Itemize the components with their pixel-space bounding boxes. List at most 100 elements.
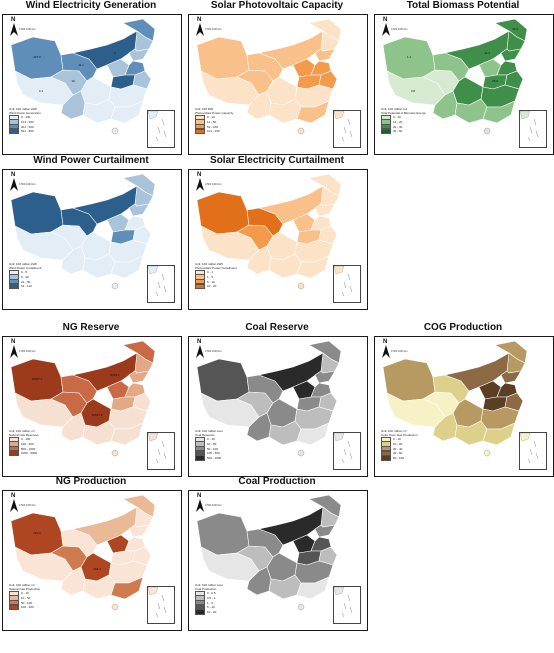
legend-entry: 10 - 20 (195, 609, 267, 615)
legend-subtitle: Coal Reserves (195, 432, 215, 437)
legend-label: 0 - 5 (21, 270, 28, 275)
province-region-js (132, 392, 152, 412)
legend-label: 6 - 20 (21, 275, 29, 280)
province-region-js (318, 70, 338, 90)
legend-subtitle: Natural Gas Reserves (9, 432, 39, 437)
legend-unit: Unit: 100 million m³ (381, 429, 407, 433)
province-region-gd (296, 576, 330, 600)
north-label: N (197, 17, 202, 23)
north-arrow-icon: N (193, 172, 207, 193)
legend-label: 5 - 10 (207, 279, 215, 284)
china-map (10, 173, 156, 290)
legend-label: 50 - 100 (207, 446, 219, 451)
province-region-gx (82, 574, 116, 600)
legend-subtitle: Natural Gas Production (9, 586, 41, 591)
panel-title: Wind Electricity Generation (25, 0, 157, 11)
south-china-sea-inset (147, 432, 175, 470)
province-region-js (132, 546, 152, 566)
province-region-hainan (111, 449, 119, 457)
legend-entry: 100 - 300 (9, 604, 81, 610)
province-region-js (504, 70, 524, 90)
legend-entry: 51 - 110 (9, 283, 81, 289)
region-value-label: 42.3 (484, 51, 490, 55)
map-panel: Coal Reserve N 0 500 1000 km Unit: 100 mill… (186, 322, 368, 477)
province-region-js (318, 392, 338, 412)
province-region-hainan (297, 127, 305, 135)
legend-swatch (195, 455, 205, 461)
south-china-sea-inset (333, 110, 361, 148)
legend-unit: Unit: 100 million tons (195, 429, 223, 433)
province-region-hainan (297, 603, 305, 611)
province-region-ln (314, 524, 336, 538)
legend-unit: Unit: 100 million m³ (9, 429, 35, 433)
province-region-gd (110, 576, 144, 600)
legend-unit: Unit: 100 million kWh (195, 262, 224, 266)
legend-label: 5 - 10 (207, 605, 215, 610)
province-region-js (318, 225, 338, 245)
region-value-label: 33.6 (512, 27, 518, 31)
legend-label: 10 - 20 (207, 284, 217, 289)
china-map (382, 18, 528, 135)
map-legend: Unit: 100 million tons Coal Reserves 0 - 1… (195, 429, 267, 461)
legend-label: 0 - 10 (207, 115, 215, 120)
scale-bar-label: 0 500 1000 km (19, 183, 36, 186)
china-map (196, 340, 342, 457)
legend-unit: Unit: 100 MW (195, 107, 214, 111)
map-legend: Unit: 100 million m³ Coke Oven Gas Produc… (381, 429, 453, 461)
legend-label: 0 - 0.5 (207, 591, 216, 596)
panel-title: COG Production (423, 322, 503, 333)
panel-title: Total Biomass Potential (406, 0, 520, 11)
region-value-label: 8254.1 (110, 373, 120, 377)
province-region-ln (128, 524, 150, 538)
legend-swatch (195, 128, 205, 134)
north-label: N (11, 17, 16, 23)
legend-label: 100 - 500 (207, 451, 220, 456)
north-arrow-icon: N (193, 17, 207, 38)
legend-label: 0 - 10 (393, 115, 401, 120)
province-region-js (504, 392, 524, 412)
province-region-gd (296, 100, 330, 124)
legend-subtitle: Photovoltaic Power Curtailment (195, 265, 237, 270)
legend-swatch (195, 609, 205, 615)
map-panel: NG Reserve 10037.7 12647.3 8254.1 N 0 500 100… (0, 322, 182, 477)
north-label: N (197, 339, 202, 345)
legend-unit: Unit: 100 million kWh (9, 107, 38, 111)
legend-swatch (381, 455, 391, 461)
legend-label: 10 - 50 (207, 442, 217, 447)
province-region-ln (314, 203, 336, 217)
province-region-gd (110, 422, 144, 446)
north-label: N (197, 172, 202, 178)
map-frame: 10037.7 12647.3 8254.1 N 0 500 1000 km Unit: … (2, 336, 182, 477)
province-region-hainan (111, 603, 119, 611)
legend-label: 301 - 500 (21, 124, 34, 129)
legend-label: 10 - 20 (393, 442, 403, 447)
north-label: N (383, 17, 388, 23)
province-region-ln (314, 370, 336, 384)
north-arrow-icon: N (379, 339, 393, 360)
map-frame: N 0 500 1000 km Unit: 100 million kWh Photo… (188, 169, 368, 310)
legend-label: 40 - 60 (393, 451, 403, 456)
province-region-gx (82, 98, 116, 124)
scale-bar-label: 0 500 1000 km (19, 28, 36, 31)
legend-unit: Unit: 100 million kWh (9, 262, 38, 266)
province-region-hainan (111, 127, 119, 135)
legend-swatch (9, 128, 19, 134)
scale-bar-label: 0 500 1000 km (205, 350, 222, 353)
map-legend: Unit: 100 million GJ Total Potential of B… (381, 107, 453, 134)
map-legend: Unit: 100 million tons Coal Production 0 -… (195, 583, 267, 615)
province-region-js (318, 546, 338, 566)
province-region-gd (110, 255, 144, 279)
legend-label: 0 - 100 (21, 437, 31, 442)
map-frame: N 0 500 1000 km Unit: 100 million m³ Coke O… (374, 336, 554, 477)
province-region-gd (482, 422, 516, 446)
map-panel: Solar Photovoltaic Capacity N 0 500 1000 k… (186, 0, 368, 155)
north-label: N (11, 339, 16, 345)
south-china-sea-inset (147, 265, 175, 303)
north-arrow-icon: N (193, 493, 207, 514)
north-arrow-icon: N (7, 172, 21, 193)
province-region-gx (268, 98, 302, 124)
map-frame: N 0 500 1000 km Unit: 100 MW Photovoltaic P… (188, 14, 368, 155)
legend-label: 0 - 100 (21, 115, 31, 120)
panel-title: NG Production (55, 476, 127, 487)
